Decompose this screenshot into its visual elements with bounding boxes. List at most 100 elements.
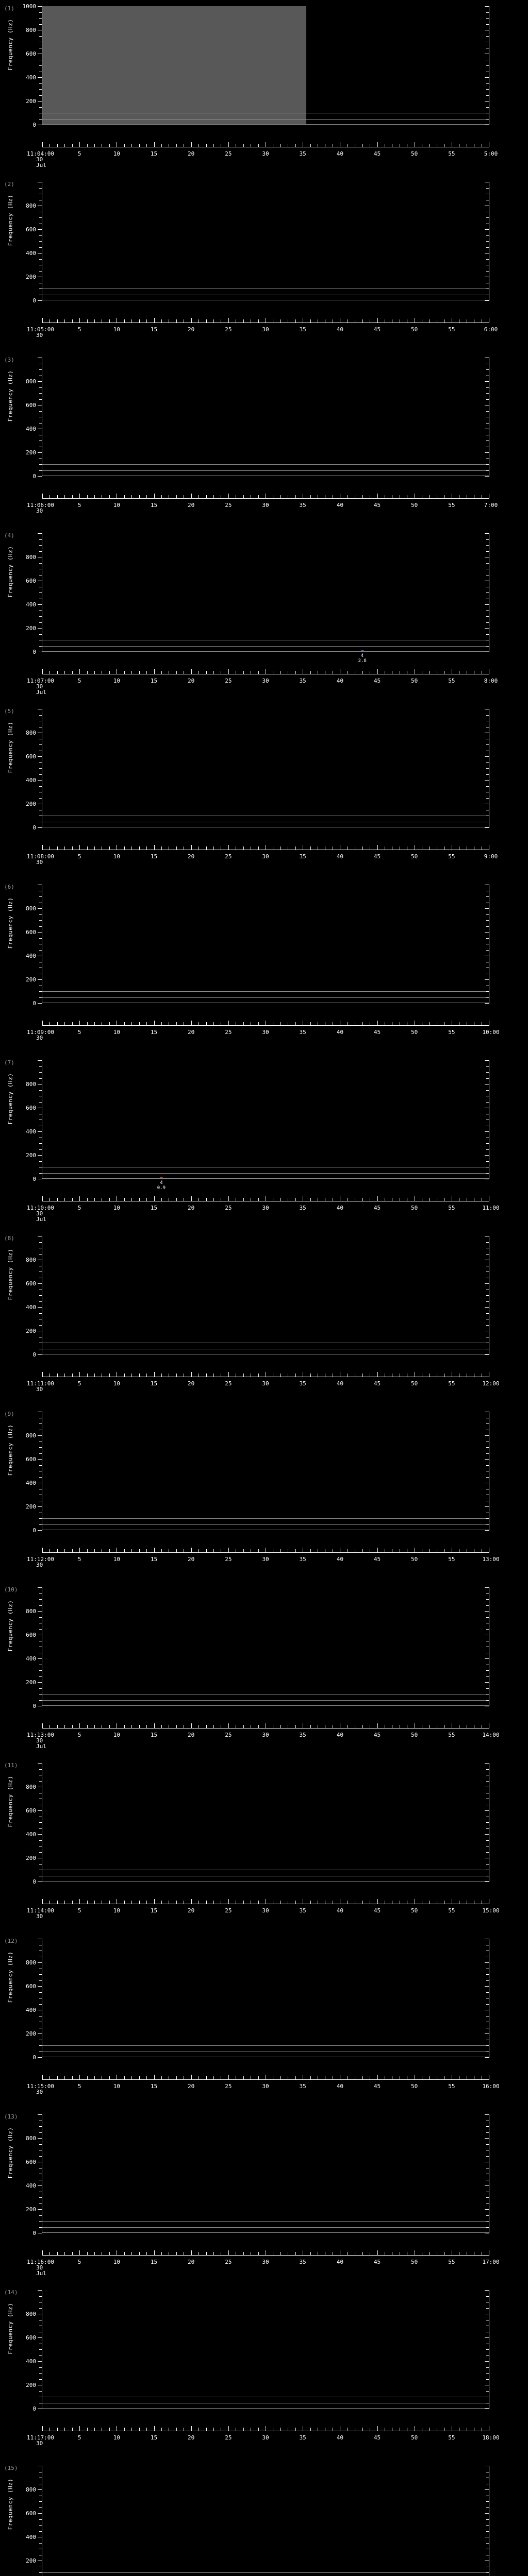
x-axis-tick-label: 15 (150, 326, 158, 333)
x-axis-tick (131, 1374, 133, 1377)
y-axis-tick-right (486, 2221, 489, 2222)
x-axis-tick-label: 10 (113, 150, 120, 157)
x-axis-tick (213, 671, 214, 674)
x-axis-tick (57, 1901, 58, 1904)
x-axis-tick-label: 5 (77, 1907, 81, 1914)
date-stack: 30 (36, 332, 43, 338)
y-axis-tick-right (486, 1301, 489, 1302)
x-axis-tick (362, 2252, 363, 2255)
x-axis-tick-label: 5 (77, 853, 81, 860)
y-axis-tick (39, 715, 42, 716)
y-axis-tick (39, 1453, 42, 1454)
x-axis-tick-label: 55 (448, 2259, 455, 2265)
y-axis-tick (39, 2525, 42, 2526)
x-axis-tick (57, 1374, 58, 1377)
y-axis-tick-label: 600 (26, 2510, 36, 2517)
y-axis-tick (38, 1060, 42, 1061)
x-axis-tick (377, 1196, 378, 1201)
y-axis-tick-label: 800 (26, 1959, 36, 1966)
x-axis-tick-label: 10 (113, 326, 120, 333)
y-axis-tick-right (486, 592, 489, 593)
x-axis-tick-label: 20 (188, 150, 195, 157)
x-axis-tick (109, 671, 110, 674)
y-axis-tick (38, 1307, 42, 1308)
x-axis-tick (228, 2250, 229, 2255)
x-axis-tick-label: 40 (336, 150, 343, 157)
y-axis-tick (38, 77, 42, 78)
x-axis-tick (362, 495, 363, 498)
detection-marker[interactable] (160, 1177, 163, 1178)
y-axis-tick (39, 1325, 42, 1326)
y-axis-tick-right (486, 2379, 489, 2380)
plot-area (42, 6, 489, 125)
y-axis-tick (38, 1003, 42, 1004)
x-axis-start-time: 11:09:00 (27, 1029, 54, 1036)
y-axis-tick (39, 1617, 42, 1618)
x-axis-tick-label: 40 (336, 326, 343, 333)
y-axis-tick-right (485, 1763, 489, 1764)
y-axis-tick (39, 997, 42, 998)
x-axis-tick (176, 1374, 177, 1377)
x-axis-tick (362, 1725, 363, 1728)
y-axis-tick-right (486, 2519, 489, 2520)
x-axis-tick (64, 1374, 65, 1377)
x-axis-tick-label: 55 (448, 326, 455, 333)
x-axis-tick (154, 1548, 155, 1552)
x-axis-tick (280, 1374, 281, 1377)
x-axis-tick (243, 1549, 244, 1552)
x-axis-tick (79, 1021, 80, 1025)
x-axis-tick (377, 845, 378, 850)
x-axis-tick (154, 1899, 155, 1904)
detection-marker[interactable] (361, 650, 364, 651)
x-axis-tick-label: 55 (448, 1380, 455, 1387)
x-axis-tick (213, 1374, 214, 1377)
baseline-gridline (42, 1705, 489, 1706)
x-axis-tick-label: 40 (336, 1732, 343, 1738)
y-axis-tick-right (486, 914, 489, 915)
y-axis-tick-right (486, 2572, 489, 2573)
x-axis-tick (310, 846, 311, 850)
y-axis-tick-right (485, 2114, 489, 2115)
y-axis-tick (39, 1676, 42, 1677)
x-axis-start-time: 11:15:00 (27, 2083, 54, 2090)
y-axis-tick (39, 2519, 42, 2520)
x-axis-tick (109, 2428, 110, 2431)
x-axis-tick (42, 669, 43, 674)
y-axis-tick-right (485, 2033, 489, 2034)
x-axis-tick (213, 2428, 214, 2431)
y-axis-tick (39, 440, 42, 441)
y-axis-tick-right (485, 1354, 489, 1355)
x-axis-tick-label: 50 (411, 1029, 418, 1036)
date-line: Jul (36, 2270, 46, 2277)
x-axis-tick (191, 1196, 192, 1201)
x-axis-tick-label: 20 (188, 1732, 195, 1738)
x-axis-start-time: 11:06:00 (27, 502, 54, 509)
x-axis-tick-label: 55 (448, 150, 455, 157)
x-axis-tick (131, 846, 133, 850)
y-axis-tick (39, 2045, 42, 2046)
x-axis-tick-label: 35 (299, 853, 306, 860)
x-axis-tick (42, 494, 43, 498)
x-axis-end-time: 7:00 (484, 502, 498, 509)
panel-index-label: (3) (4, 357, 14, 363)
x-axis-tick (377, 2250, 378, 2255)
x-axis-tick (295, 2252, 296, 2255)
horizontal-gridline (42, 2045, 489, 2046)
x-axis-tick (228, 318, 229, 323)
x-axis-tick (206, 2076, 207, 2079)
date-line: 30 (36, 1386, 43, 1393)
y-axis-tick-label: 400 (26, 953, 36, 959)
y-axis-tick (39, 2391, 42, 2392)
date-line: 30 (36, 1562, 43, 1568)
x-axis-tick (42, 2075, 43, 2079)
y-axis-tick (38, 2057, 42, 2058)
date-line: Jul (36, 162, 46, 168)
y-axis-tick-label: 200 (26, 274, 36, 280)
panel-index-label: (13) (4, 2113, 18, 2120)
x-axis-tick-label: 55 (448, 1907, 455, 1914)
y-axis-tick-right (486, 2144, 489, 2145)
y-axis-tick-right (485, 1986, 489, 1987)
x-axis-tick (243, 1901, 244, 1904)
x-axis-tick-label: 15 (150, 1380, 158, 1387)
y-axis-tick-label: 400 (26, 74, 36, 81)
